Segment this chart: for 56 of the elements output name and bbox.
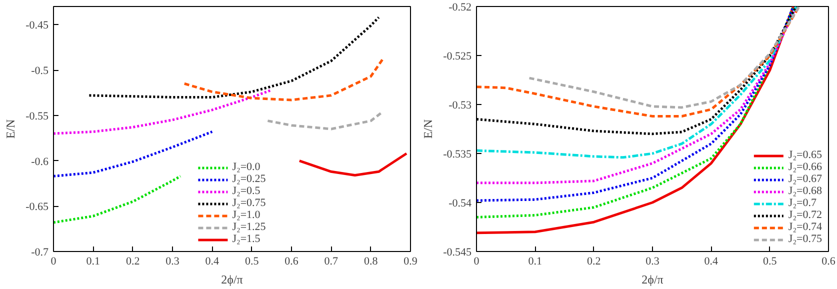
x-tick-label: 0.6: [822, 256, 836, 268]
legend-label: J₂=0.75: [232, 197, 266, 209]
legend-label: J₂=0.5: [232, 185, 260, 197]
y-tick-label: -0.65: [26, 201, 49, 214]
y-tick-label: -0.53: [448, 100, 472, 112]
line-series: [54, 130, 214, 178]
y-tick-label: -0.5: [31, 65, 49, 78]
x-tick-label: 0.5: [762, 256, 778, 268]
x-tick-label: 0.5: [244, 256, 260, 268]
y-tick-label: -0.54: [448, 198, 472, 210]
legend-label: J₂=0.66: [788, 161, 822, 173]
line-series: [54, 174, 182, 224]
y-tick-label: -0.6: [31, 156, 49, 168]
x-tick-label: 0.9: [404, 256, 418, 268]
legend-label: J₂=0.74: [788, 221, 822, 233]
x-axis-title: 2ϕ/π: [221, 272, 243, 286]
y-tick-label: -0.55: [26, 110, 49, 122]
x-tick-label: 0.7: [324, 256, 339, 268]
y-tick-label: -0.525: [443, 50, 472, 62]
x-tick-label: 0.8: [364, 256, 378, 268]
x-tick-label: 0.1: [528, 256, 542, 268]
x-tick-label: 0.3: [646, 256, 660, 268]
legend-label: J₂=0.75: [788, 233, 822, 245]
x-tick-label: 0.6: [284, 256, 299, 268]
legend-label: J₂=1.0: [232, 209, 260, 221]
legend-label: J₂=0.68: [788, 185, 822, 197]
y-tick-label: -0.545: [443, 246, 472, 258]
legend-label: J₂=0.72: [788, 209, 822, 221]
y-tick-label: -0.7: [31, 246, 49, 258]
x-tick-label: 0.4: [704, 256, 719, 268]
legend-label: J₂=0.65: [788, 149, 822, 161]
x-tick-label: 0: [474, 256, 480, 268]
line-series: [183, 58, 384, 102]
y-tick-label: -0.52: [448, 2, 472, 14]
x-tick-label: 0.4: [205, 256, 220, 268]
y-axis-title: E/N: [421, 119, 436, 139]
legend-label: J₂=0.67: [788, 173, 822, 185]
line-series: [298, 152, 408, 177]
x-tick-label: 0.3: [166, 256, 180, 268]
line-series: [88, 16, 380, 98]
legend-label: J₂=0.7: [788, 197, 816, 209]
legend-label: J₂=0.25: [232, 173, 266, 185]
legend-label: J₂=0.0: [232, 161, 260, 173]
x-tick-label: 0: [50, 256, 57, 268]
line-series: [266, 110, 384, 130]
x-tick-label: 0.1: [86, 256, 100, 268]
line-series: [528, 6, 800, 109]
line-series: [54, 88, 273, 135]
legend-label: J₂=1.25: [232, 221, 266, 233]
x-tick-label: 0.2: [586, 256, 601, 268]
x-axis-title: 2ϕ/π: [642, 272, 664, 286]
y-tick-label: -0.535: [443, 148, 472, 160]
y-axis-title: E/N: [4, 119, 18, 139]
x-tick-label: 0.2: [126, 256, 140, 268]
legend-label: J₂=1.5: [232, 233, 260, 245]
y-tick-label: -0.45: [26, 20, 49, 32]
